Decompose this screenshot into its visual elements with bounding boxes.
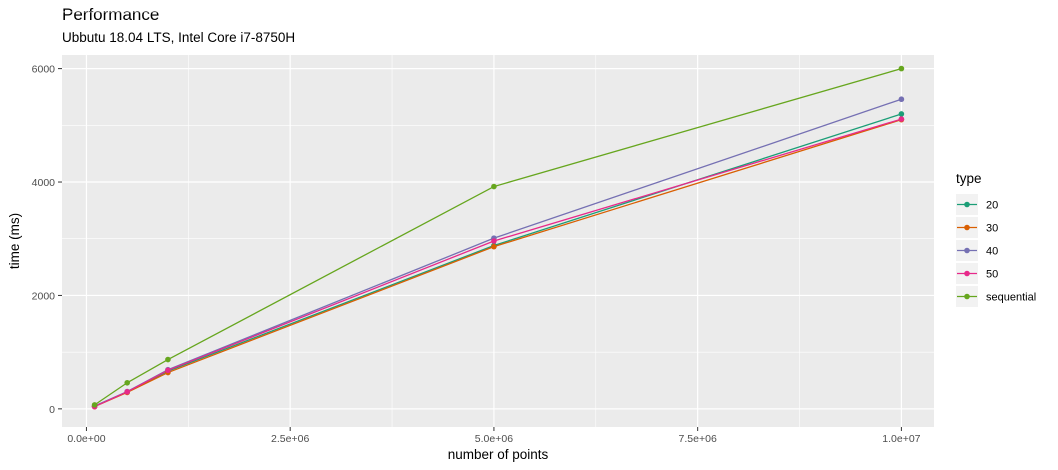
x-tick-label: 0.0e+00	[67, 433, 105, 445]
x-tick-label: 5.0e+06	[475, 433, 513, 445]
x-axis: 0.0e+00 2.5e+06 5.0e+06 7.5e+06 1.0e+07	[67, 427, 921, 445]
data-point-30	[491, 243, 497, 250]
data-point-sequential	[165, 356, 171, 363]
y-axis: 0 2000 4000 6000	[32, 64, 62, 416]
legend: type 20 30 40 50 sequential	[956, 171, 1036, 307]
grid-minor	[62, 11, 934, 427]
y-tick-label: 6000	[32, 64, 56, 76]
data-point-20	[898, 111, 905, 117]
data-point-50	[491, 238, 497, 244]
data-point-sequential	[91, 402, 98, 408]
y-tick-label: 2000	[32, 290, 56, 302]
legend-key-point	[964, 270, 970, 277]
plot-panel	[62, 55, 934, 427]
y-tick-label: 0	[49, 404, 55, 416]
y-axis-title: time (ms)	[7, 213, 22, 269]
data-point-sequential	[491, 183, 497, 190]
x-tick-label: 2.5e+06	[271, 433, 309, 445]
x-tick-label: 1.0e+07	[882, 433, 920, 445]
legend-key-point	[964, 247, 970, 254]
data-point-sequential	[898, 65, 905, 72]
data-point-40	[898, 96, 905, 103]
legend-label-50: 50	[986, 269, 998, 281]
legend-label-30: 30	[986, 223, 998, 235]
legend-label-sequential: sequential	[986, 292, 1036, 304]
legend-label-20: 20	[986, 200, 998, 212]
legend-key-point	[964, 224, 970, 231]
legend-label-40: 40	[986, 246, 998, 258]
x-axis-title: number of points	[448, 447, 549, 462]
chart-subtitle: Ubbutu 18.04 LTS, Intel Core i7-8750H	[62, 30, 296, 45]
y-tick-label: 4000	[32, 177, 56, 189]
data-point-sequential	[124, 379, 130, 386]
chart-title: Performance	[62, 5, 160, 24]
legend-key-point	[964, 201, 970, 208]
x-tick-label: 7.5e+06	[679, 433, 717, 445]
legend-key-point	[964, 293, 970, 300]
data-point-50	[165, 367, 171, 374]
data-point-50	[124, 389, 130, 395]
series-points	[91, 65, 905, 410]
legend-title: type	[956, 171, 982, 186]
data-point-50	[898, 116, 905, 122]
